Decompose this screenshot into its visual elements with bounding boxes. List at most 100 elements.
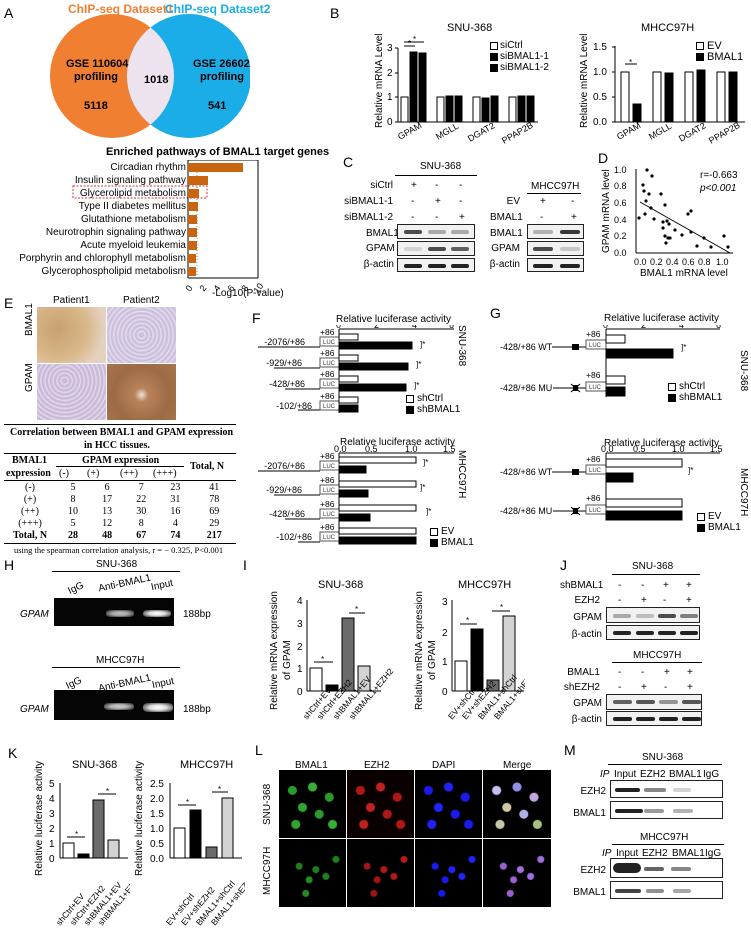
legend-label: EV: [708, 511, 722, 522]
e-th: (-): [59, 468, 69, 479]
panel-l-letter: L: [255, 742, 263, 758]
svg-text:+86: +86: [320, 475, 335, 485]
svg-text:-2076/+86: -2076/+86: [264, 461, 305, 471]
svg-text:GPAM: GPAM: [615, 120, 642, 142]
e-rule-3: [4, 480, 236, 481]
svg-text:*: *: [218, 785, 221, 794]
m-bottom-cell: MHCC97H: [640, 832, 689, 843]
e-th-bmal1: BMAL1: [12, 455, 47, 466]
sign: -: [618, 682, 622, 693]
sign: -: [435, 180, 439, 191]
f-top-xlabel: Relative luciferase activity: [336, 314, 452, 325]
table-row: Total, N 28 48 67 74 217: [12, 529, 222, 541]
svg-text:0: 0: [297, 687, 303, 698]
venn-right-title: ChIP-seq Dataset2: [165, 2, 271, 16]
e-rule-gpam: [56, 466, 184, 467]
m-lane-igg: IgG: [703, 769, 720, 780]
svg-text:GPAM mRNA level: GPAM mRNA level: [601, 169, 612, 253]
sign: -: [618, 580, 622, 591]
svg-text:0.0: 0.0: [614, 248, 627, 258]
svg-text:MHCC97H: MHCC97H: [458, 580, 511, 591]
svg-text:-102/+86: -102/+86: [276, 401, 312, 411]
b-right-title: MHCC97H: [641, 22, 695, 34]
f-bottom-xlabel: Relative luciferase activity: [340, 437, 456, 448]
svg-text:Relative mRNA expression: Relative mRNA expression: [269, 591, 280, 710]
svg-text:1.5: 1.5: [150, 809, 164, 820]
h-top-cell: SNU-368: [96, 559, 138, 570]
sign: -: [435, 212, 439, 223]
legend-label: siBMAL1-1: [500, 51, 549, 62]
m-blot-label: EZH2: [580, 865, 606, 876]
venn-right-count: 541: [208, 100, 227, 112]
svg-text:Relative mRNA expression: Relative mRNA expression: [414, 591, 425, 710]
svg-text:*: *: [500, 603, 503, 612]
svg-text:Glycerophospholipid metabolism: Glycerophospholipid metabolism: [41, 266, 186, 277]
svg-text:-428/+86 WT: -428/+86 WT: [500, 342, 553, 352]
svg-text:MGLL: MGLL: [434, 121, 460, 142]
if-snu368-merge: [483, 770, 551, 838]
b-snu368-chart: Relative mRNA Level 0 1 2 3 * * GPAM MGLL DG…: [370, 30, 540, 146]
c-left-blot-gpam: [397, 241, 475, 256]
svg-text:]*: ]*: [426, 507, 431, 516]
venn-right-label-2: profiling: [200, 71, 244, 83]
m-lane-ezh2-2: EZH2: [642, 848, 668, 859]
panel-i-letter: I: [243, 557, 247, 573]
sign: +: [540, 196, 546, 207]
f-top-legend: shCtrl shBMAL1: [406, 393, 460, 415]
legend-swatch-black: [696, 52, 704, 61]
venn-right-label-1: GSE 26602: [193, 58, 250, 70]
table-row: (++) 10 13 30 16 69: [21, 505, 220, 517]
h-bottom-cell: MHCC97H: [96, 655, 145, 666]
legend-swatch-black: [490, 52, 498, 61]
legend-label: shBMAL1: [417, 404, 461, 415]
j-top-blot-actin: [606, 625, 700, 640]
svg-text:4: 4: [49, 794, 55, 805]
svg-text:0.4: 0.4: [666, 257, 679, 267]
svg-text:+86: +86: [586, 493, 601, 503]
svg-text:*: *: [408, 39, 411, 48]
svg-text:0.2: 0.2: [614, 231, 627, 241]
panel-m-letter: M: [564, 742, 576, 758]
svg-text:2: 2: [297, 642, 303, 653]
m-ip-label: IP: [600, 769, 610, 780]
svg-text:LUC: LUC: [323, 464, 336, 470]
venn-left-label-1: GSE 110604: [66, 58, 129, 70]
svg-text:0: 0: [387, 117, 393, 128]
svg-text:2: 2: [374, 325, 379, 330]
svg-text:0.6: 0.6: [614, 198, 627, 208]
if-snu368-bmal1: [279, 770, 346, 838]
svg-text:1.0: 1.0: [672, 444, 685, 454]
svg-text:1.0: 1.0: [716, 257, 729, 267]
d-x-label: BMAL1 mRNA level: [640, 268, 728, 279]
svg-text:LUC: LUC: [323, 340, 336, 346]
j-bottom-cell: MHCC97H: [633, 650, 682, 661]
svg-text:2: 2: [641, 325, 646, 330]
svg-text:4: 4: [679, 325, 684, 330]
b-right-legend: EV BMAL1: [696, 40, 744, 63]
j-row-label: shEZH2: [563, 682, 600, 693]
sign: -: [664, 682, 668, 693]
d-scatter-chart: GPAM mRNA level 0.0 0.2 0.4 0.6 0.8 1.0 0.0 0.…: [598, 165, 751, 275]
svg-text:1.5: 1.5: [710, 444, 723, 454]
svg-text:+86: +86: [320, 327, 335, 337]
svg-text:6: 6: [716, 325, 721, 330]
c-blot-label: GPAM: [366, 243, 395, 254]
e-row-bmal1: BMAL1: [24, 303, 35, 336]
k-mhcc97h-chart: MHCC97H Relative luciferase activity 0.0…: [130, 758, 258, 928]
svg-text:-929/+86: -929/+86: [266, 485, 302, 495]
svg-text:0.5: 0.5: [365, 444, 378, 454]
svg-text:LUC: LUC: [323, 535, 336, 541]
svg-text:+86: +86: [320, 451, 335, 461]
sign: -: [663, 595, 667, 606]
m-bottom-blot-bmal1: [610, 881, 723, 899]
svg-text:1.0: 1.0: [150, 824, 164, 835]
legend-swatch-white: [406, 394, 414, 403]
m-lane-bmal1-2: BMAL1: [672, 848, 705, 859]
l-col-merge: Merge: [503, 760, 532, 771]
svg-text:*: *: [466, 616, 469, 625]
svg-text:1: 1: [49, 839, 55, 850]
ihc-patient2-bmal1: [107, 307, 176, 363]
venn-left-label-2: profiling: [74, 71, 118, 83]
legend-label: BMAL1: [707, 50, 744, 63]
if-mhcc97h-dapi: [415, 839, 482, 907]
